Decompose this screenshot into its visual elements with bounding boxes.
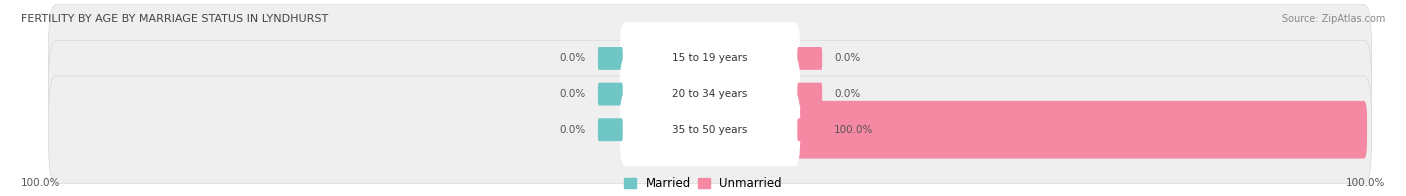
FancyBboxPatch shape bbox=[48, 76, 1372, 183]
Text: 0.0%: 0.0% bbox=[560, 89, 586, 99]
Text: 0.0%: 0.0% bbox=[834, 89, 860, 99]
FancyBboxPatch shape bbox=[598, 47, 623, 70]
FancyBboxPatch shape bbox=[598, 118, 623, 141]
Text: Source: ZipAtlas.com: Source: ZipAtlas.com bbox=[1281, 14, 1385, 24]
FancyBboxPatch shape bbox=[48, 40, 1372, 148]
FancyBboxPatch shape bbox=[797, 83, 823, 105]
FancyBboxPatch shape bbox=[48, 5, 1372, 112]
FancyBboxPatch shape bbox=[797, 47, 823, 70]
FancyBboxPatch shape bbox=[620, 22, 800, 95]
Text: 0.0%: 0.0% bbox=[834, 54, 860, 64]
Text: 20 to 34 years: 20 to 34 years bbox=[672, 89, 748, 99]
FancyBboxPatch shape bbox=[620, 93, 800, 166]
Text: 35 to 50 years: 35 to 50 years bbox=[672, 125, 748, 135]
Text: 0.0%: 0.0% bbox=[560, 125, 586, 135]
Legend: Married, Unmarried: Married, Unmarried bbox=[624, 177, 782, 190]
FancyBboxPatch shape bbox=[797, 118, 823, 141]
Text: 0.0%: 0.0% bbox=[560, 54, 586, 64]
FancyBboxPatch shape bbox=[598, 83, 623, 105]
Text: 100.0%: 100.0% bbox=[1346, 178, 1385, 188]
FancyBboxPatch shape bbox=[707, 101, 1367, 159]
Text: FERTILITY BY AGE BY MARRIAGE STATUS IN LYNDHURST: FERTILITY BY AGE BY MARRIAGE STATUS IN L… bbox=[21, 14, 329, 24]
FancyBboxPatch shape bbox=[620, 58, 800, 131]
Text: 100.0%: 100.0% bbox=[834, 125, 873, 135]
Text: 100.0%: 100.0% bbox=[21, 178, 60, 188]
Text: 15 to 19 years: 15 to 19 years bbox=[672, 54, 748, 64]
